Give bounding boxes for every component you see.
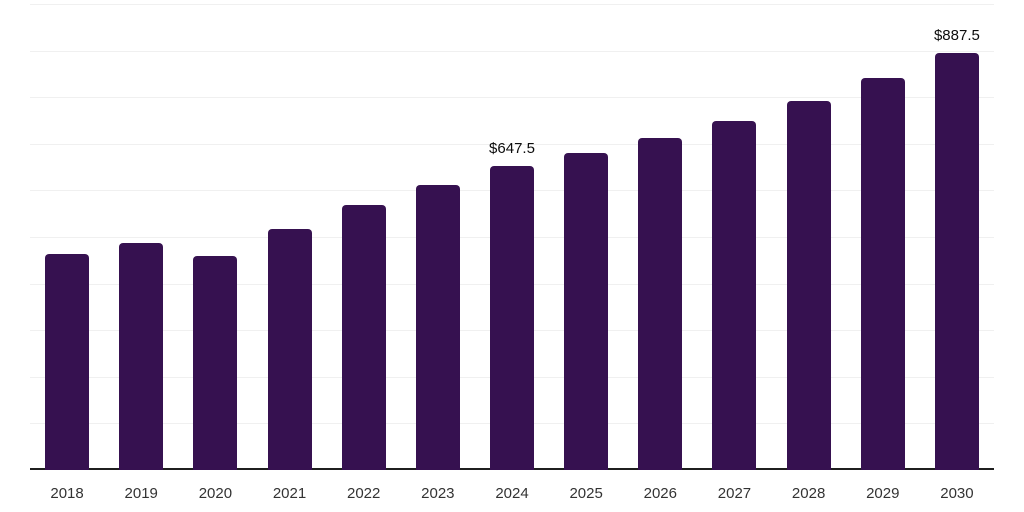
data-label-2024: $647.5 xyxy=(489,139,535,157)
x-tick-label-2022: 2022 xyxy=(347,485,381,502)
x-tick-label-2027: 2027 xyxy=(717,485,752,502)
bar-2027 xyxy=(712,121,757,470)
x-tick-label-2018: 2018 xyxy=(50,485,84,502)
x-tick-label-2029: 2029 xyxy=(866,485,900,502)
bar-2028 xyxy=(786,101,831,470)
gridline xyxy=(30,143,994,145)
bar-2023 xyxy=(415,184,460,470)
bar-2020 xyxy=(193,256,238,470)
bar-2029 xyxy=(860,77,905,470)
bar-2025 xyxy=(564,152,609,470)
bar-2026 xyxy=(638,137,683,470)
x-tick-label-2023: 2023 xyxy=(421,485,455,502)
bar-2024 xyxy=(490,165,534,470)
gridline xyxy=(30,4,994,5)
x-tick-label-2020: 2020 xyxy=(198,485,233,502)
bar-2030 xyxy=(934,52,979,470)
x-tick-label-2021: 2021 xyxy=(272,485,307,502)
gridline xyxy=(30,97,994,99)
x-tick-label-2025: 2025 xyxy=(569,485,603,502)
bar-2019 xyxy=(119,243,164,470)
x-tick-label-2019: 2019 xyxy=(124,485,158,502)
bar-2018 xyxy=(45,253,90,470)
data-label-2030: $887.5 xyxy=(933,26,980,44)
bar-2021 xyxy=(267,229,312,470)
x-tick-label-2030: 2030 xyxy=(940,485,974,502)
x-tick-label-2024: 2024 xyxy=(495,485,529,502)
gridline xyxy=(30,50,994,52)
bar-2022 xyxy=(341,204,386,470)
x-tick-label-2028: 2028 xyxy=(791,485,826,502)
x-tick-label-2026: 2026 xyxy=(643,485,677,502)
